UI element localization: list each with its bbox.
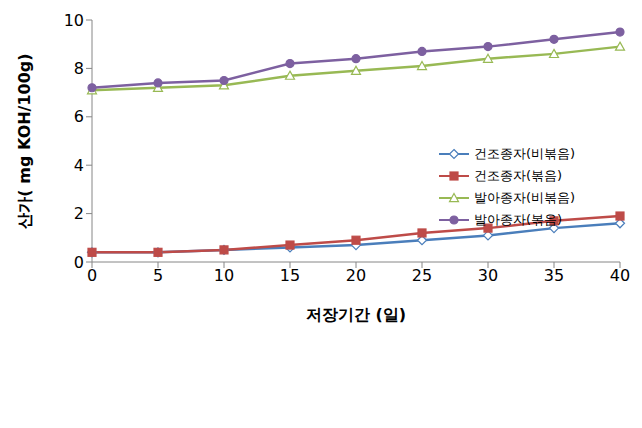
svg-text:저장기간 (일): 저장기간 (일) xyxy=(306,305,406,324)
svg-text:5: 5 xyxy=(153,266,163,285)
svg-text:8: 8 xyxy=(74,59,84,78)
svg-text:6: 6 xyxy=(74,107,84,126)
svg-text:2: 2 xyxy=(74,204,84,223)
svg-text:25: 25 xyxy=(412,266,432,285)
html-text:건조종자(비볶음): 건조종자(비볶음) xyxy=(474,146,576,161)
svg-text:40: 40 xyxy=(610,266,630,285)
html-text:발아종자(비볶음): 발아종자(비볶음) xyxy=(474,190,576,205)
svg-text:10: 10 xyxy=(64,11,84,30)
svg-text:30: 30 xyxy=(478,266,498,285)
svg-text:10: 10 xyxy=(214,266,234,285)
svg-text:15: 15 xyxy=(280,266,300,285)
svg-text:0: 0 xyxy=(87,266,97,285)
html-text:발아종자(볶음): 발아종자(볶음) xyxy=(474,212,563,227)
svg-text:0: 0 xyxy=(74,253,84,272)
html-text:건조종자(볶음): 건조종자(볶음) xyxy=(474,168,563,183)
svg-text:20: 20 xyxy=(346,266,366,285)
svg-text:4: 4 xyxy=(74,156,84,175)
svg-text:산가( mg KOH/100g): 산가( mg KOH/100g) xyxy=(15,53,34,228)
svg-text:35: 35 xyxy=(544,266,564,285)
